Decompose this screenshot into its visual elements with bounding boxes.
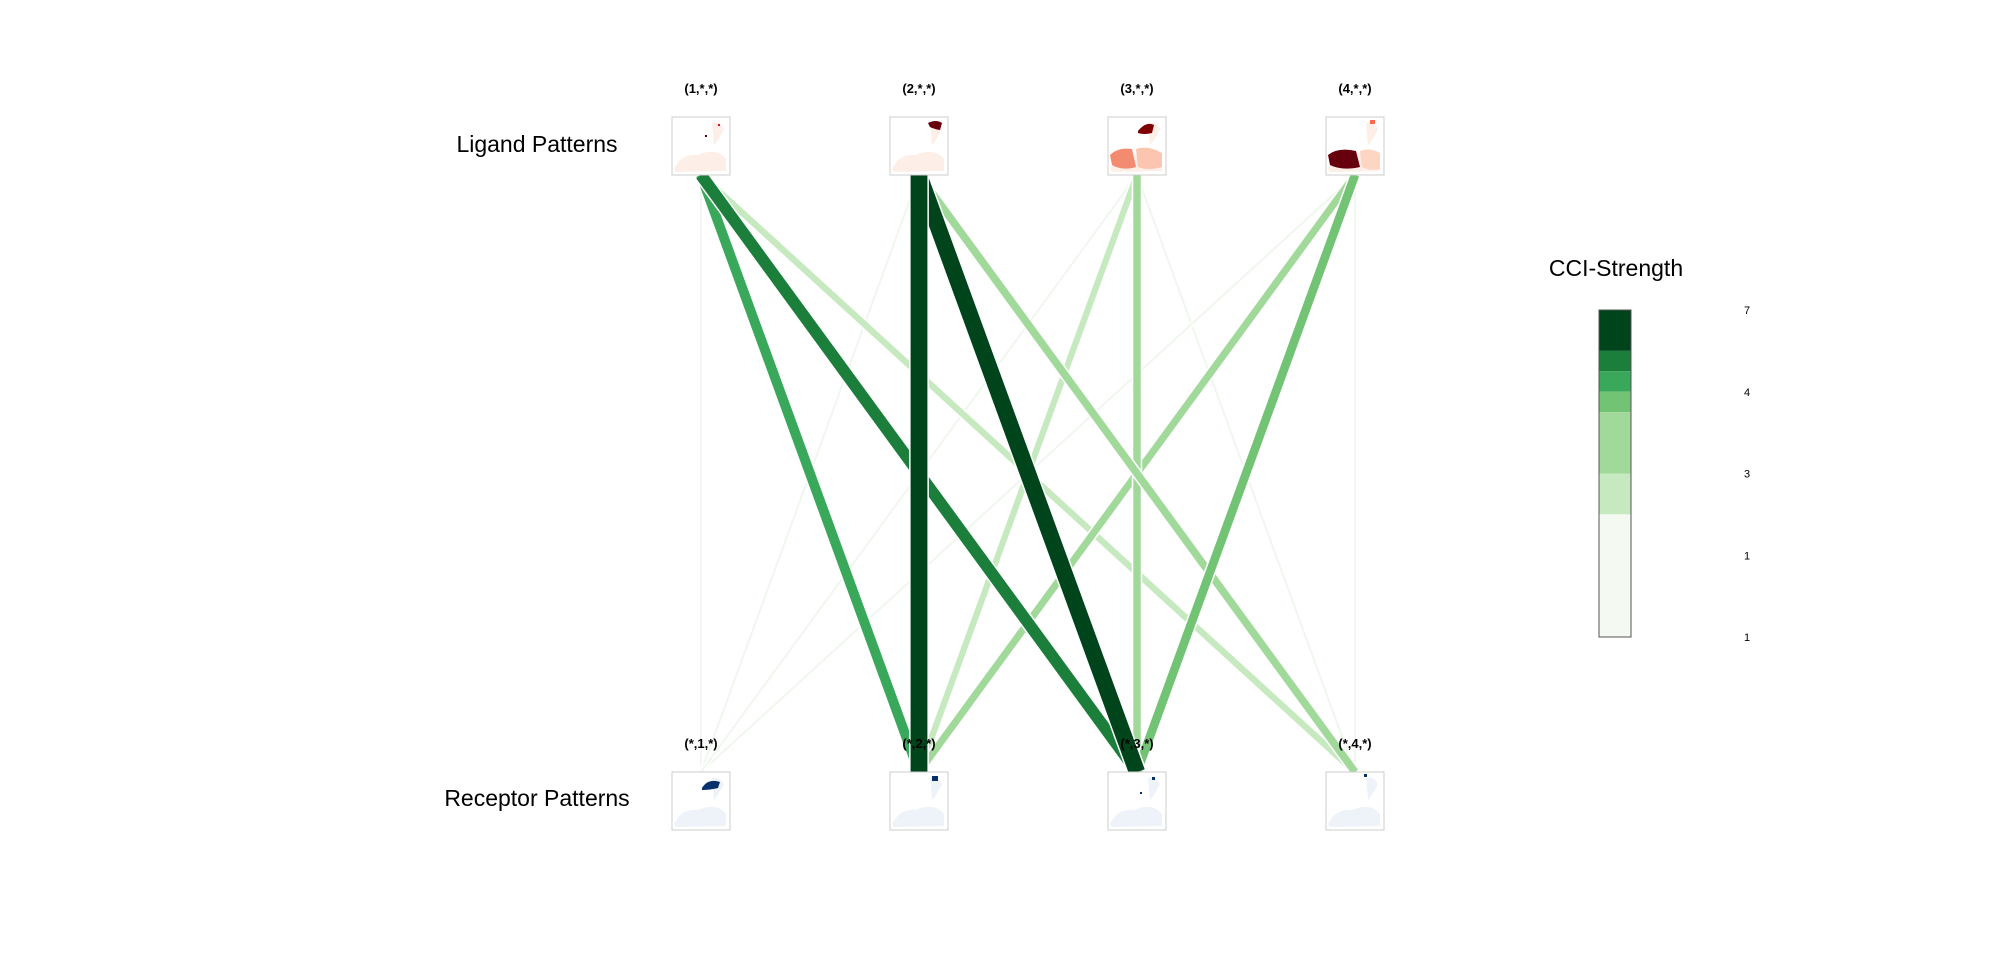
- receptor-pattern-label: (*,1,*): [684, 736, 717, 751]
- receptor-tissue-shape: [1328, 806, 1380, 827]
- ligand-pattern-node-2: (2,*,*): [889, 81, 949, 176]
- edges-layer: [694, 170, 1361, 777]
- receptor-pattern-label: (*,2,*): [902, 736, 935, 751]
- receptor-tissue-shape: [1148, 777, 1160, 800]
- legend-tick-label: 4: [1744, 387, 1750, 399]
- legend-title: CCI-Strength: [1549, 255, 1683, 281]
- legend-color-bin: [1599, 391, 1631, 413]
- legend-color-bin: [1599, 473, 1631, 515]
- ligand-pattern-label: (3,*,*): [1120, 81, 1153, 96]
- receptor-tissue-shape: [930, 777, 942, 800]
- receptor-pattern-label: (*,3,*): [1120, 736, 1153, 751]
- hotspot: [932, 776, 938, 781]
- legend-tick-label: 1: [1744, 550, 1750, 562]
- legend-tick-label: 7: [1744, 305, 1750, 317]
- legend-tick-label: 1: [1744, 632, 1750, 644]
- hotspot: [1360, 149, 1380, 170]
- nodes-layer: (1,*,*) (2,*,*) (3,*,*) (4,*,*) (*,1,*) (*,2,…: [671, 81, 1385, 831]
- hotspot: [1370, 120, 1375, 124]
- receptor-tissue-shape: [1366, 777, 1378, 800]
- edge-3-2: [1132, 173, 1360, 774]
- ligand-pattern-node-3: (3,*,*): [1107, 81, 1167, 176]
- legend-color-bin: [1599, 412, 1631, 474]
- legend-color-bin: [1599, 514, 1631, 637]
- ligand-pattern-label: (1,*,*): [684, 81, 717, 96]
- ligand-pattern-label: (4,*,*): [1338, 81, 1371, 96]
- receptor-pattern-label: (*,4,*): [1338, 736, 1371, 751]
- hotspot: [1328, 149, 1360, 169]
- receptor-pattern-node-1: (*,1,*): [671, 736, 731, 831]
- legend: CCI-Strength 7 4 3 1 1: [1549, 255, 1750, 644]
- legend-color-bin: [1599, 310, 1631, 351]
- hotspot: [705, 135, 707, 137]
- ligand-tissue-shape: [674, 151, 726, 172]
- legend-color-bin: [1599, 350, 1631, 372]
- hotspot: [928, 121, 942, 130]
- ligand-tissue-shape: [892, 151, 944, 172]
- hotspot: [1110, 148, 1136, 169]
- hotspot: [1364, 774, 1367, 777]
- hotspot: [1140, 792, 1142, 794]
- receptor-pattern-node-4: (*,4,*): [1325, 736, 1385, 831]
- edge-0-1: [696, 173, 924, 774]
- receptor-pattern-node-3: (*,3,*): [1107, 736, 1167, 831]
- legend-color-bin: [1599, 371, 1631, 392]
- receptor-tissue-shape: [1110, 806, 1162, 827]
- ligand-row-label: Ligand Patterns: [456, 131, 617, 157]
- hotspot: [702, 780, 720, 790]
- legend-bar-frame: [1598, 309, 1632, 638]
- legend-tick-label: 3: [1744, 469, 1750, 481]
- ligand-pattern-node-1: (1,*,*): [671, 81, 731, 176]
- hotspot: [1138, 123, 1154, 134]
- hotspot: [1152, 777, 1155, 780]
- hotspot: [718, 124, 720, 126]
- ligand-pattern-label: (2,*,*): [902, 81, 935, 96]
- edge-1-2: [911, 172, 1145, 775]
- receptor-tissue-shape: [674, 806, 726, 827]
- ligand-tissue-shape: [712, 122, 724, 145]
- ligand-tissue-shape: [1366, 122, 1378, 145]
- ligand-pattern-node-4: (4,*,*): [1325, 81, 1385, 176]
- hotspot: [1136, 147, 1162, 169]
- receptor-row-label: Receptor Patterns: [444, 785, 629, 811]
- receptor-pattern-node-2: (*,2,*): [889, 736, 949, 831]
- edge-1-3: [915, 172, 1359, 775]
- receptor-tissue-shape: [892, 806, 944, 827]
